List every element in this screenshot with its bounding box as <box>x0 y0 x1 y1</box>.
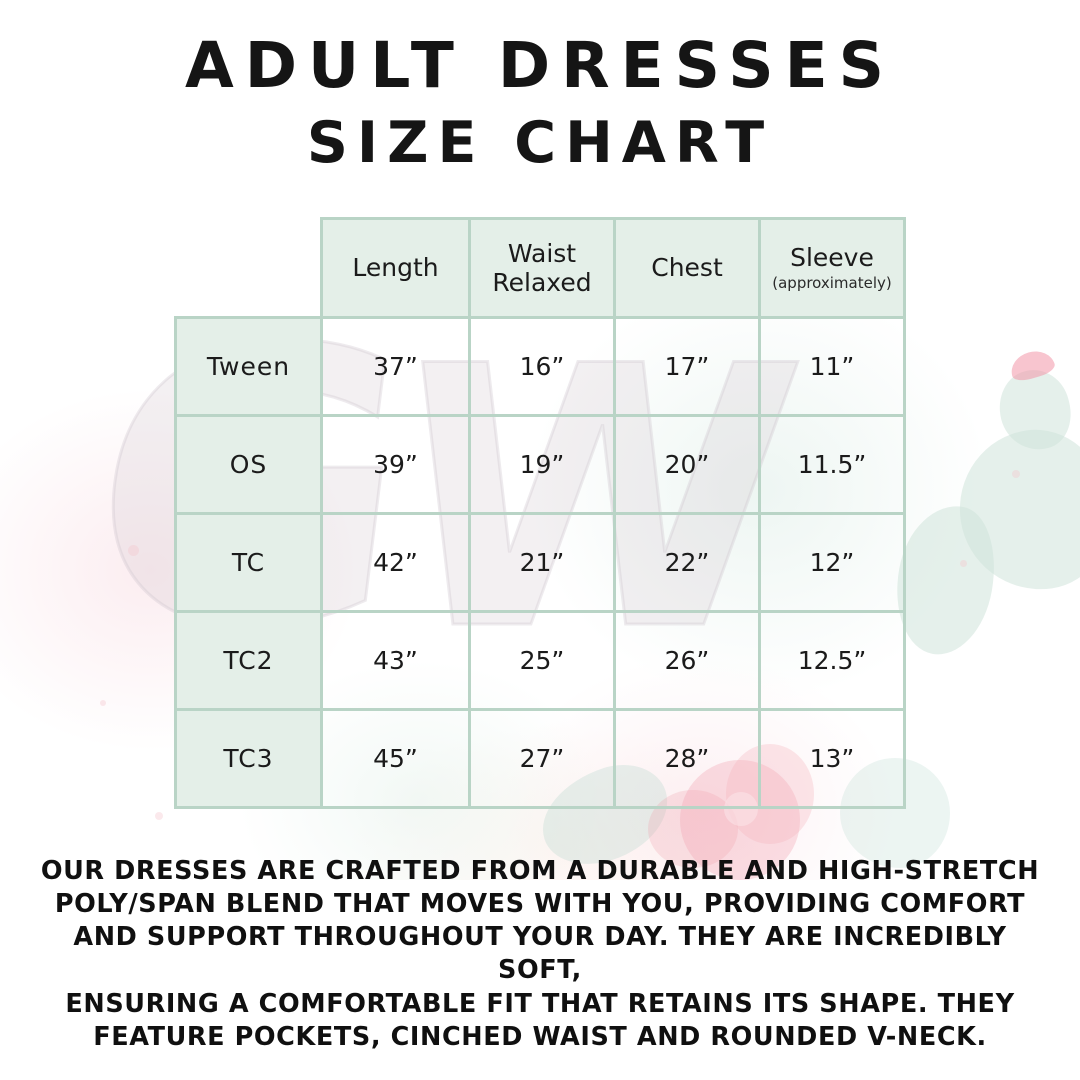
cell-sleeve: 11” <box>758 316 906 417</box>
table-row: Tween 37” 16” 17” 11” <box>174 316 906 417</box>
cell-sleeve: 13” <box>758 708 906 809</box>
cell-length: 45” <box>320 708 471 809</box>
cell-length: 43” <box>320 610 471 711</box>
cell-sleeve: 12” <box>758 512 906 613</box>
row-size-label: TC <box>174 512 323 613</box>
row-size-label: OS <box>174 414 323 515</box>
description-line-1: OUR DRESSES ARE CRAFTED FROM A DURABLE A… <box>40 856 1040 886</box>
cactus-pad-small-icon <box>991 362 1079 458</box>
column-header-length: Length <box>320 217 471 319</box>
speck-dot <box>155 812 163 820</box>
cell-length: 37” <box>320 316 471 417</box>
description-line-2: POLY/SPAN BLEND THAT MOVES WITH YOU, PRO… <box>54 889 1026 920</box>
cell-waist: 25” <box>468 610 616 711</box>
cell-chest: 20” <box>613 414 761 515</box>
column-header-chest: Chest <box>613 217 761 319</box>
cell-sleeve: 12.5” <box>758 610 906 711</box>
speck-dot <box>128 545 139 556</box>
cell-waist: 27” <box>468 708 616 809</box>
cell-waist: 16” <box>468 316 616 417</box>
column-header-sleeve-label: Sleeve <box>790 243 874 273</box>
table-corner-cell <box>176 219 322 318</box>
row-size-label: TC3 <box>174 708 323 809</box>
table-row: TC3 45” 27” 28” 13” <box>174 708 906 809</box>
column-header-waist-relaxed: Waist Relaxed <box>468 217 616 319</box>
description-line-3: AND SUPPORT THROUGHOUT YOUR DAY. THEY AR… <box>73 922 1007 986</box>
cactus-flower-icon <box>1007 346 1057 384</box>
title-line-1: ADULT DRESSES <box>185 29 895 102</box>
table-body: Tween 37” 16” 17” 11” OS 39” 19” 20” 11.… <box>174 316 906 809</box>
row-size-label: Tween <box>174 316 323 417</box>
cell-chest: 26” <box>613 610 761 711</box>
column-header-sleeve-note: (approximately) <box>772 273 892 292</box>
table-header-row: Length Waist Relaxed Chest Sleeve (approx… <box>176 217 906 319</box>
speck-dot <box>1012 470 1020 478</box>
table-row: TC 42” 21” 22” 12” <box>174 512 906 613</box>
cell-chest: 22” <box>613 512 761 613</box>
cell-sleeve: 11.5” <box>758 414 906 515</box>
table-row: OS 39” 19” 20” 11.5” <box>174 414 906 515</box>
product-description: OUR DRESSES ARE CRAFTED FROM A DURABLE A… <box>36 855 1044 1054</box>
column-header-sleeve: Sleeve (approximately) <box>758 217 906 319</box>
cell-chest: 28” <box>613 708 761 809</box>
cell-waist: 19” <box>468 414 616 515</box>
cell-length: 42” <box>320 512 471 613</box>
cactus-pad-large-icon <box>949 420 1080 600</box>
title-line-2: SIZE CHART <box>306 110 774 176</box>
size-chart-table: Length Waist Relaxed Chest Sleeve (approx… <box>174 217 906 809</box>
cell-length: 39” <box>320 414 471 515</box>
page-title: ADULT DRESSES SIZE CHART <box>0 34 1080 172</box>
speck-dot <box>960 560 967 567</box>
cell-waist: 21” <box>468 512 616 613</box>
table-row: TC2 43” 25” 26” 12.5” <box>174 610 906 711</box>
speck-dot <box>100 700 106 706</box>
description-line-4: ENSURING A COMFORTABLE FIT THAT RETAINS … <box>65 988 1015 1019</box>
cell-chest: 17” <box>613 316 761 417</box>
description-line-5: FEATURE POCKETS, CINCHED WAIST AND ROUND… <box>93 1021 987 1052</box>
row-size-label: TC2 <box>174 610 323 711</box>
